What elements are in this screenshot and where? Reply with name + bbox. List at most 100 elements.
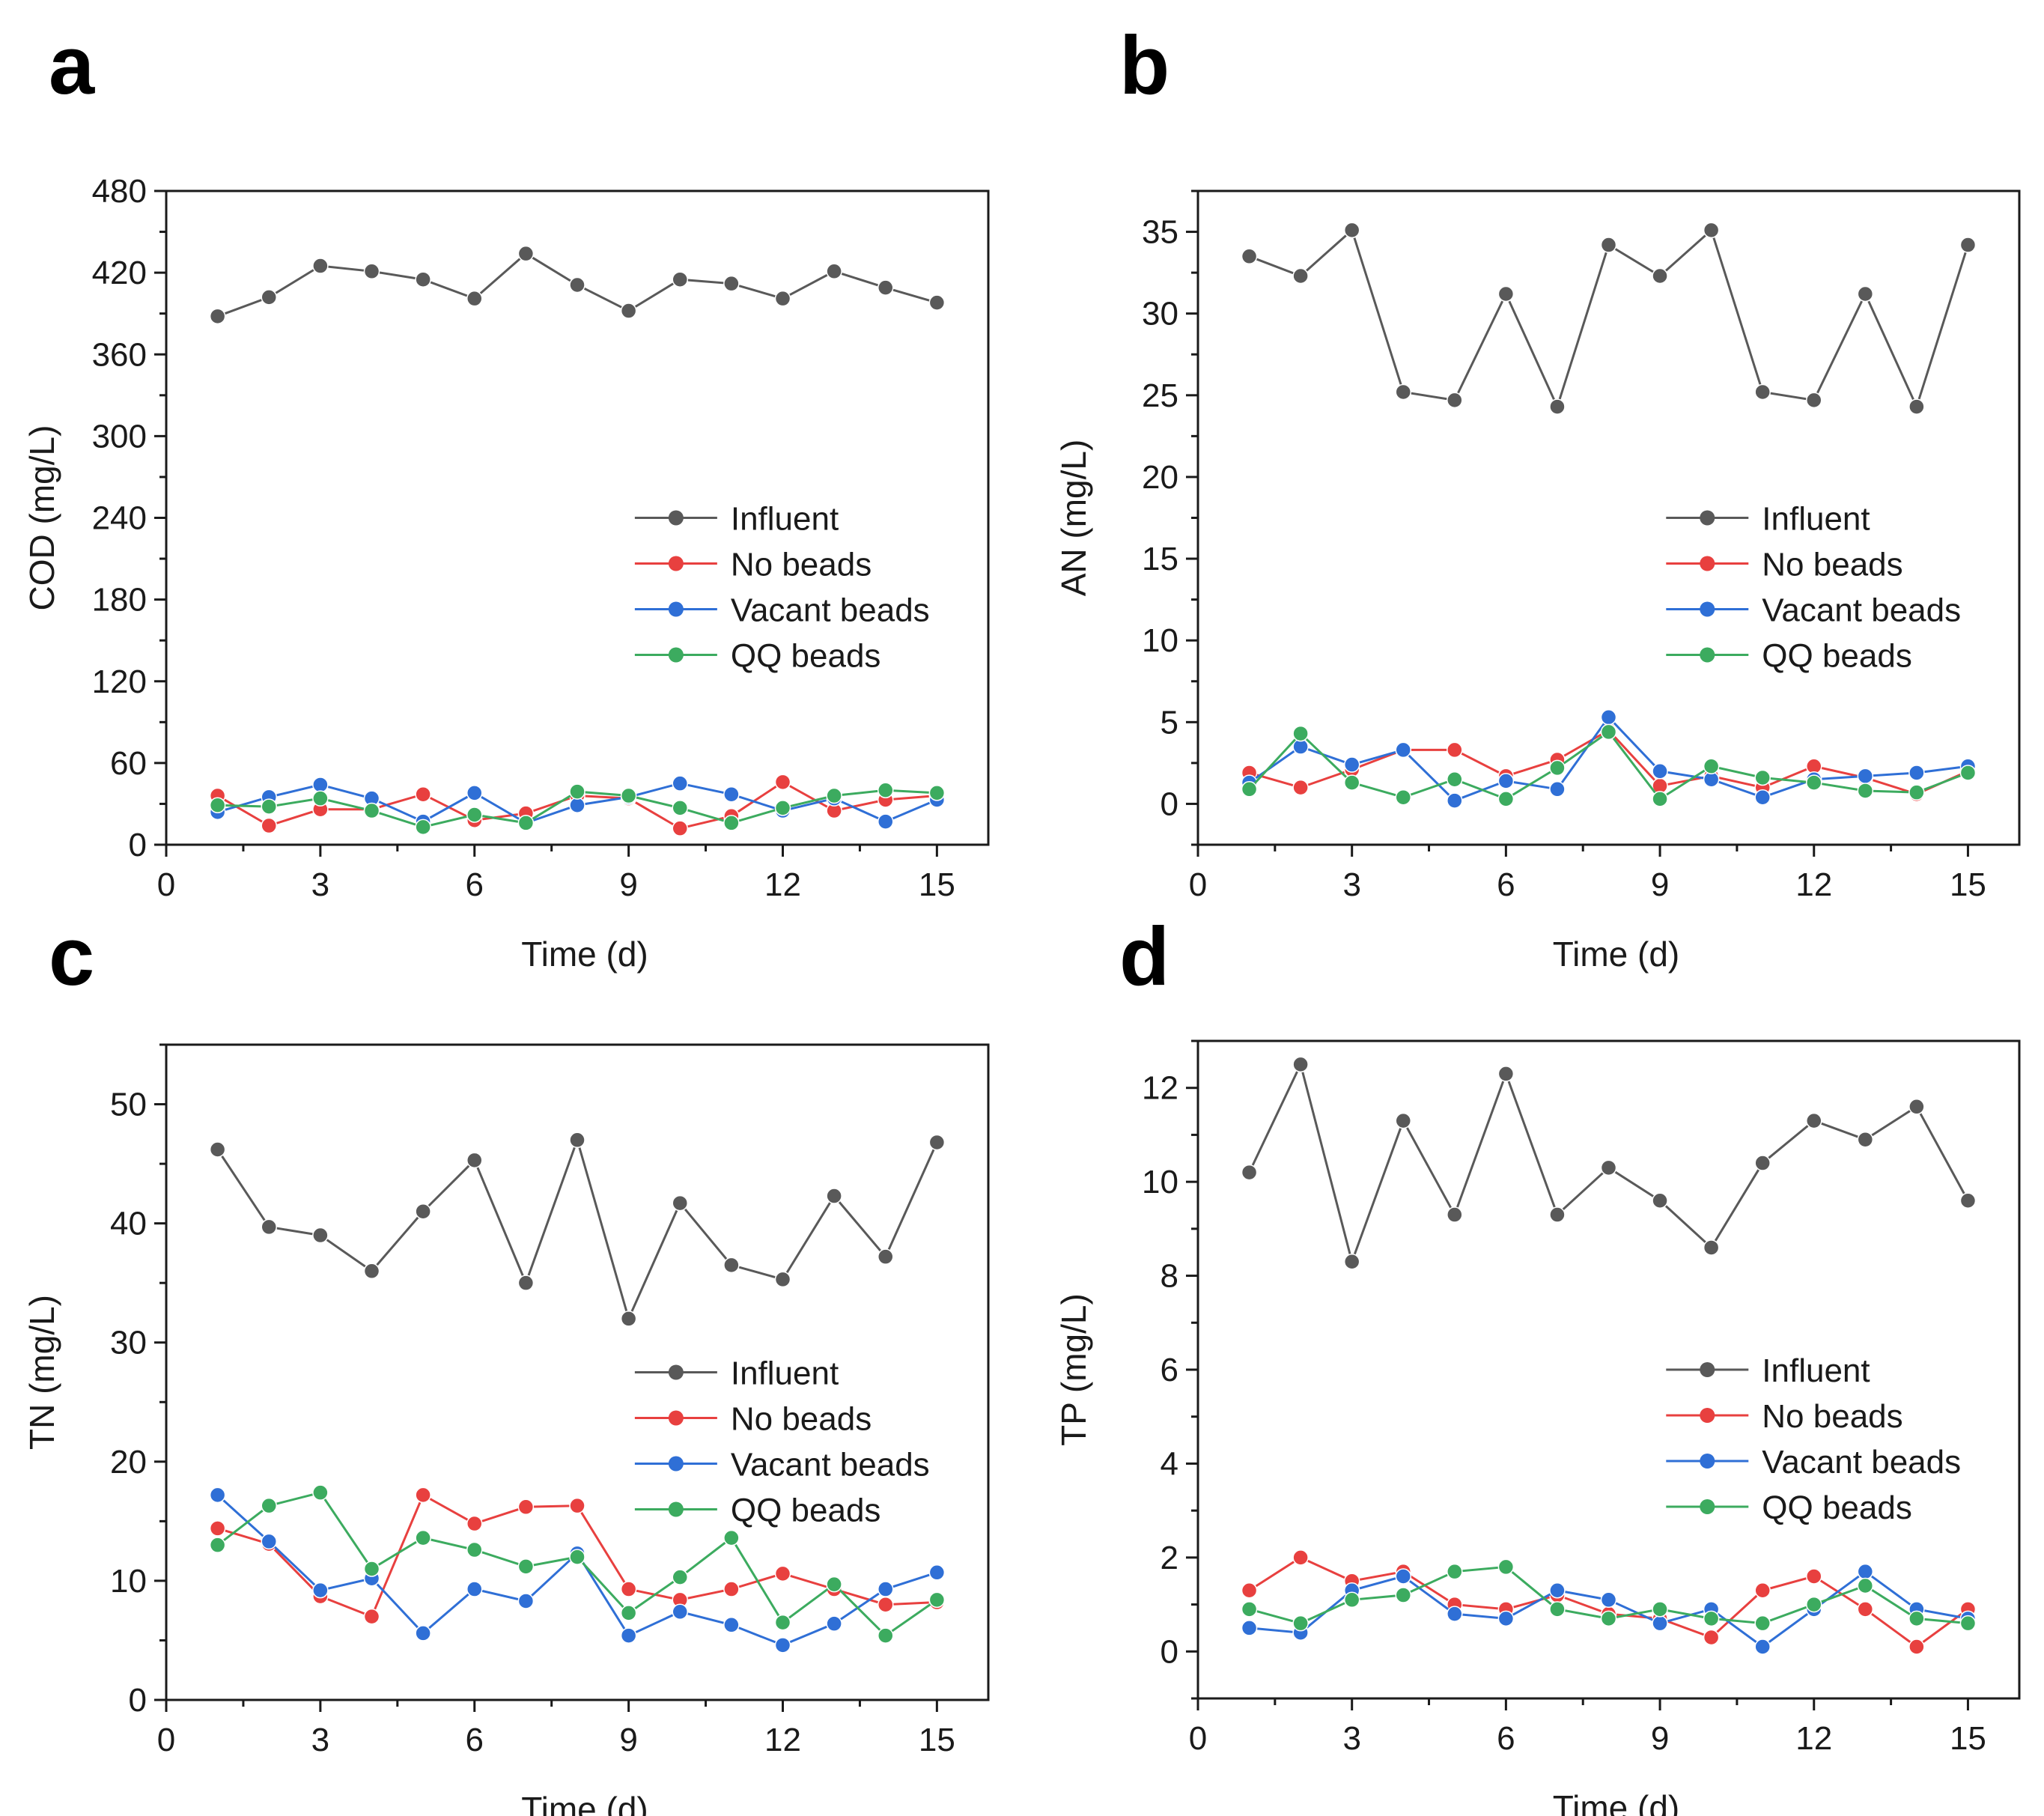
- data-point: [1600, 723, 1617, 741]
- data-point: [1754, 1615, 1771, 1632]
- data-point: [1806, 1568, 1822, 1585]
- data-point: [415, 1529, 431, 1546]
- data-point: [466, 807, 483, 823]
- legend-marker: [1700, 647, 1715, 663]
- legend-entry: No beads: [1762, 547, 1902, 583]
- data-point: [1754, 789, 1771, 806]
- y-tick-label: 12: [1142, 1070, 1178, 1107]
- data-point: [1497, 1066, 1515, 1082]
- data-point: [415, 819, 431, 836]
- data-point: [209, 1141, 226, 1158]
- data-point: [1857, 1563, 1874, 1580]
- data-point: [1447, 771, 1463, 788]
- data-point: [1343, 1254, 1360, 1270]
- data-point: [466, 1152, 483, 1169]
- y-tick-label: 30: [110, 1325, 147, 1361]
- legend-entry: Influent: [731, 1355, 839, 1392]
- data-point: [1908, 1099, 1925, 1115]
- legend-entry: Influent: [1762, 1352, 1870, 1389]
- legend-entry: QQ beads: [731, 638, 881, 675]
- data-point: [1652, 267, 1668, 285]
- data-point: [312, 1484, 329, 1501]
- x-tick-label: 15: [919, 866, 955, 903]
- data-point: [1703, 1610, 1720, 1627]
- data-point: [1806, 774, 1822, 791]
- data-point: [620, 1605, 637, 1621]
- data-point: [1857, 1577, 1874, 1594]
- data-point: [261, 817, 277, 834]
- y-tick-label: 10: [1142, 1164, 1178, 1200]
- data-point: [261, 798, 277, 815]
- legend-marker: [668, 1364, 684, 1380]
- data-point: [1600, 237, 1617, 253]
- data-point: [569, 797, 585, 814]
- data-point: [928, 1564, 946, 1581]
- data-point: [1857, 783, 1874, 799]
- y-tick-label: 360: [92, 336, 147, 373]
- data-point: [1806, 1112, 1822, 1129]
- data-point: [363, 263, 380, 280]
- data-point: [312, 1582, 329, 1599]
- data-point: [1447, 792, 1463, 809]
- data-point: [415, 1203, 431, 1220]
- data-point: [1908, 784, 1925, 801]
- data-point: [877, 1581, 894, 1597]
- data-point: [1497, 773, 1515, 789]
- legend-entry: QQ beads: [1762, 1489, 1912, 1526]
- legend-entry: Influent: [731, 501, 839, 538]
- data-point: [1292, 1549, 1309, 1566]
- data-point: [1549, 1206, 1566, 1223]
- data-point: [1600, 1610, 1617, 1627]
- data-point: [1292, 725, 1309, 742]
- data-point: [826, 1576, 842, 1593]
- y-tick-label: 480: [92, 173, 147, 210]
- data-point: [466, 290, 483, 307]
- data-point: [877, 813, 894, 830]
- data-point: [723, 815, 740, 831]
- data-point: [1857, 285, 1874, 303]
- y-tick-label: 50: [110, 1087, 147, 1123]
- data-point: [877, 782, 894, 798]
- data-point: [1241, 1620, 1258, 1636]
- panel-label: b: [1119, 19, 1169, 112]
- y-tick-label: 60: [110, 745, 147, 782]
- y-tick-label: 6: [1161, 1352, 1178, 1388]
- x-tick-label: 6: [466, 866, 484, 903]
- series-influent: [209, 245, 946, 325]
- x-axis-label: Time (d): [521, 1790, 648, 1816]
- legend-entry: Vacant beads: [731, 592, 930, 629]
- legend-entry: Vacant beads: [1762, 592, 1961, 629]
- data-point: [1497, 1558, 1515, 1576]
- data-point: [209, 308, 226, 325]
- y-tick-label: 420: [92, 255, 147, 291]
- data-point: [1703, 1239, 1720, 1256]
- data-point: [774, 800, 791, 816]
- data-point: [1395, 1112, 1411, 1129]
- x-tick-label: 12: [1795, 866, 1832, 903]
- legend-entry: Vacant beads: [731, 1447, 930, 1484]
- legend-marker: [1700, 556, 1715, 571]
- data-point: [261, 1533, 277, 1550]
- data-point: [1395, 1568, 1411, 1585]
- y-tick-label: 8: [1161, 1258, 1178, 1295]
- data-point: [672, 1569, 688, 1585]
- data-point: [517, 1498, 535, 1516]
- x-tick-label: 15: [1950, 866, 1986, 903]
- x-tick-label: 0: [1189, 1720, 1207, 1757]
- data-point: [774, 1637, 791, 1653]
- x-axis-label: Time (d): [521, 935, 648, 974]
- data-point: [569, 783, 585, 800]
- axes-frame: [165, 1043, 990, 1701]
- data-point: [517, 1593, 535, 1609]
- legend-marker: [668, 1456, 684, 1472]
- x-tick-label: 9: [1651, 1720, 1669, 1757]
- data-point: [415, 1486, 431, 1504]
- data-point: [1497, 285, 1515, 303]
- data-point: [1241, 781, 1258, 798]
- x-tick-label: 9: [619, 1722, 637, 1758]
- legend-marker: [668, 510, 684, 526]
- y-tick-label: 20: [110, 1444, 147, 1481]
- y-tick-label: 30: [1142, 296, 1178, 332]
- data-point: [569, 1549, 585, 1565]
- series-line: [1249, 228, 1969, 410]
